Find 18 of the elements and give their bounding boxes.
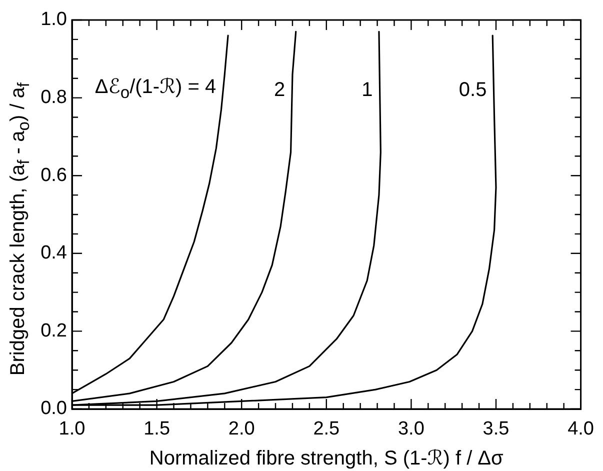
series-label: Δℰ$_{o}$/(1-ℛ) = 4 xyxy=(94,76,216,104)
series-label: 0.5 xyxy=(458,79,487,102)
y-tick-label: 0.2 xyxy=(40,320,67,342)
x-tick-label: 1.5 xyxy=(144,418,170,440)
x-tick-label: 4.0 xyxy=(568,418,594,440)
series-label: 1 xyxy=(362,79,373,102)
x-tick-label: 3.0 xyxy=(398,418,424,440)
x-tick-label: 2.0 xyxy=(228,418,255,440)
y-tick-label: 0.4 xyxy=(40,242,68,264)
y-tick-label: 0.0 xyxy=(40,398,67,420)
y-tick-label: 1.0 xyxy=(40,9,67,30)
series-label: 2 xyxy=(274,79,286,102)
x-tick-label: 3.5 xyxy=(482,418,510,440)
y-tick-label: 0.8 xyxy=(40,87,67,108)
x-tick-label: 1.0 xyxy=(58,418,86,440)
x-axis-title: Normalized fibre strength, S (1-ℛ) f / Δσ xyxy=(149,448,504,470)
y-tick-label: 0.6 xyxy=(40,164,67,186)
x-tick-label: 2.5 xyxy=(313,418,340,440)
